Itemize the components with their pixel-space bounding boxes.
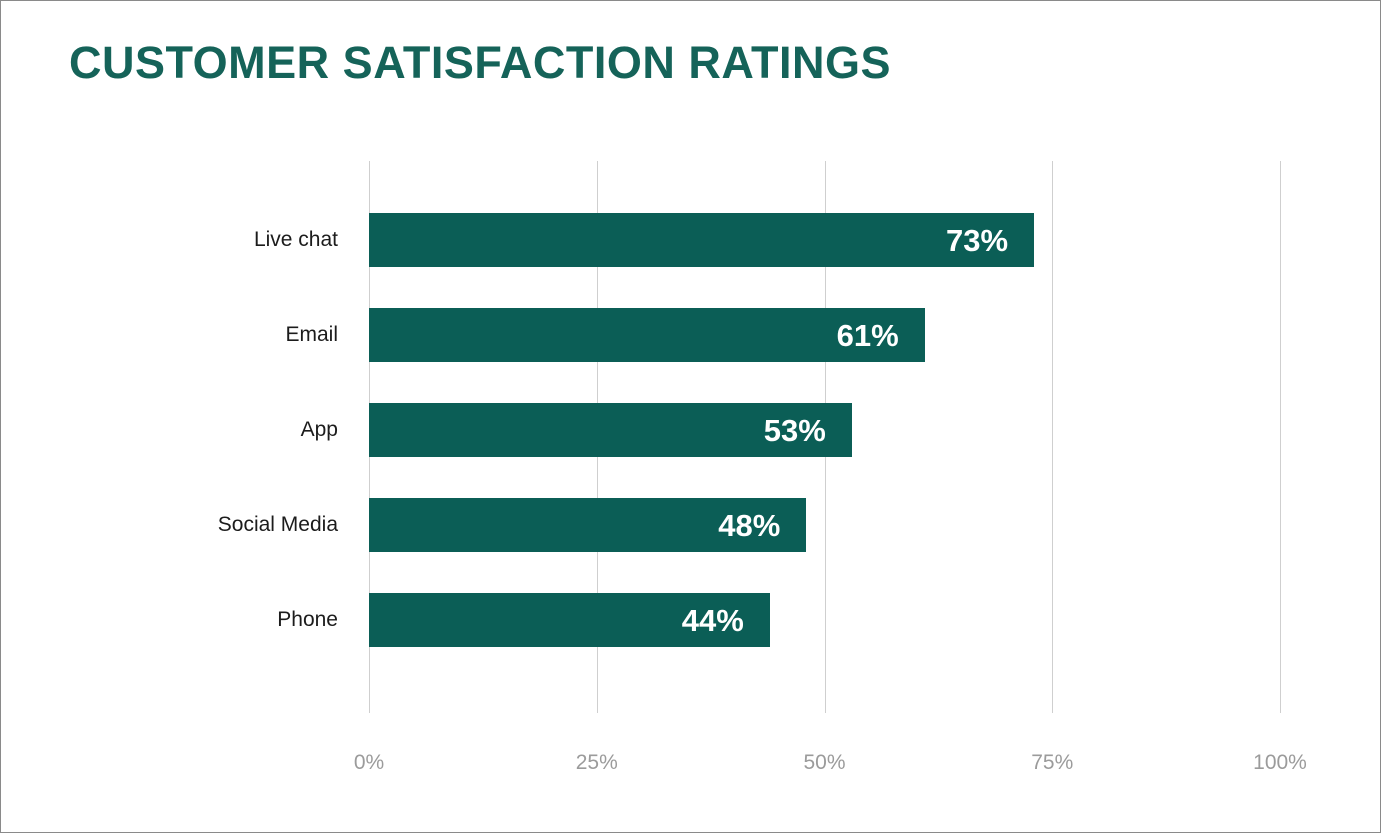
x-tick-label: 25%: [575, 751, 618, 774]
bar-value-label: 53%: [763, 413, 826, 448]
bar: 53%: [369, 403, 852, 457]
category-label: Social Media: [217, 513, 338, 536]
bar: 44%: [369, 593, 770, 647]
bar-value-label: 44%: [681, 603, 744, 638]
x-tick-label: 75%: [1031, 751, 1074, 774]
category-label: App: [300, 418, 338, 441]
category-label: Phone: [277, 608, 338, 631]
x-tick-label: 0%: [353, 751, 385, 774]
bar: 73%: [369, 213, 1035, 267]
x-tick-label: 100%: [1253, 751, 1307, 774]
bar-value-label: 48%: [718, 508, 781, 543]
gridline: [1280, 161, 1281, 713]
bar-value-label: 73%: [945, 223, 1009, 258]
gridline: [1052, 161, 1054, 713]
x-tick-label: 50%: [803, 751, 846, 774]
category-label: Live chat: [253, 228, 338, 251]
category-label: Email: [285, 323, 338, 346]
bar-value-label: 61%: [836, 318, 899, 353]
bar: 48%: [369, 498, 807, 552]
bar: 61%: [369, 308, 925, 362]
chart-title: CUSTOMER SATISFACTION RATINGS: [69, 37, 892, 88]
